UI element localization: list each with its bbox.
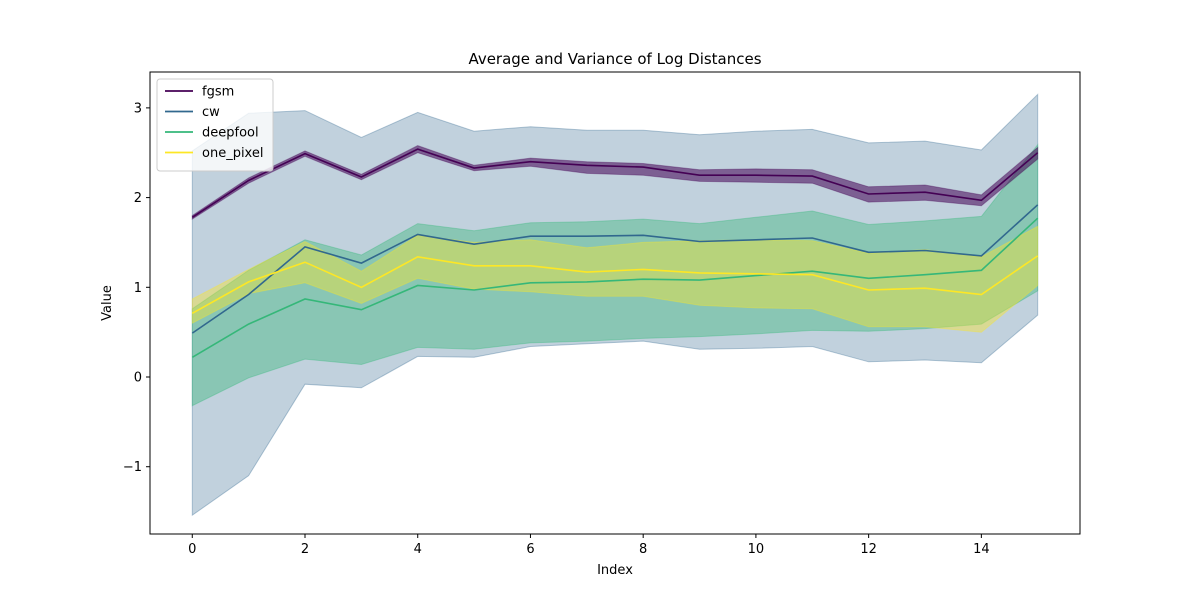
- y-axis-ticks: −1 0 1 2 3: [123, 101, 150, 475]
- x-tick-label: 14: [973, 542, 990, 557]
- series-line-cw: [191, 204, 1039, 334]
- x-tick-label: 10: [748, 542, 765, 557]
- series-line-deepfool: [191, 217, 1039, 358]
- series-line-one-pixel: [191, 255, 1039, 314]
- y-tick-label: 2: [134, 191, 142, 206]
- y-axis-label: Value: [100, 285, 115, 321]
- y-tick-label: −1: [123, 460, 142, 475]
- chart-title: Average and Variance of Log Distances: [468, 50, 761, 68]
- variance-bands: [191, 93, 1039, 517]
- legend-box: [156, 78, 274, 172]
- legend-label-one-pixel: one_pixel: [202, 146, 263, 161]
- plot-area-frame: [149, 71, 1081, 535]
- legend-label-deepfool: deepfool: [202, 126, 259, 141]
- x-tick-label: 2: [301, 542, 309, 557]
- legend: fgsm cw deepfool one_pixel: [156, 78, 274, 172]
- legend-label-fgsm: fgsm: [202, 85, 234, 100]
- x-tick-label: 12: [860, 542, 877, 557]
- variance-band-fgsm: [191, 145, 1039, 221]
- legend-label-cw: cw: [202, 105, 220, 120]
- x-tick-label: 8: [639, 542, 647, 557]
- x-tick-label: 4: [414, 542, 422, 557]
- y-tick-label: 0: [134, 371, 142, 386]
- mean-lines: [191, 148, 1039, 358]
- variance-band-cw: [191, 93, 1039, 517]
- x-axis-label: Index: [597, 563, 633, 578]
- variance-band-deepfool: [191, 143, 1039, 407]
- x-axis-ticks: 0 2 4 6 8 10 12 14: [188, 534, 990, 557]
- x-tick-label: 0: [188, 542, 196, 557]
- y-tick-label: 1: [134, 281, 142, 296]
- series-line-fgsm: [191, 148, 1039, 218]
- x-tick-label: 6: [526, 542, 534, 557]
- y-tick-label: 3: [134, 101, 142, 116]
